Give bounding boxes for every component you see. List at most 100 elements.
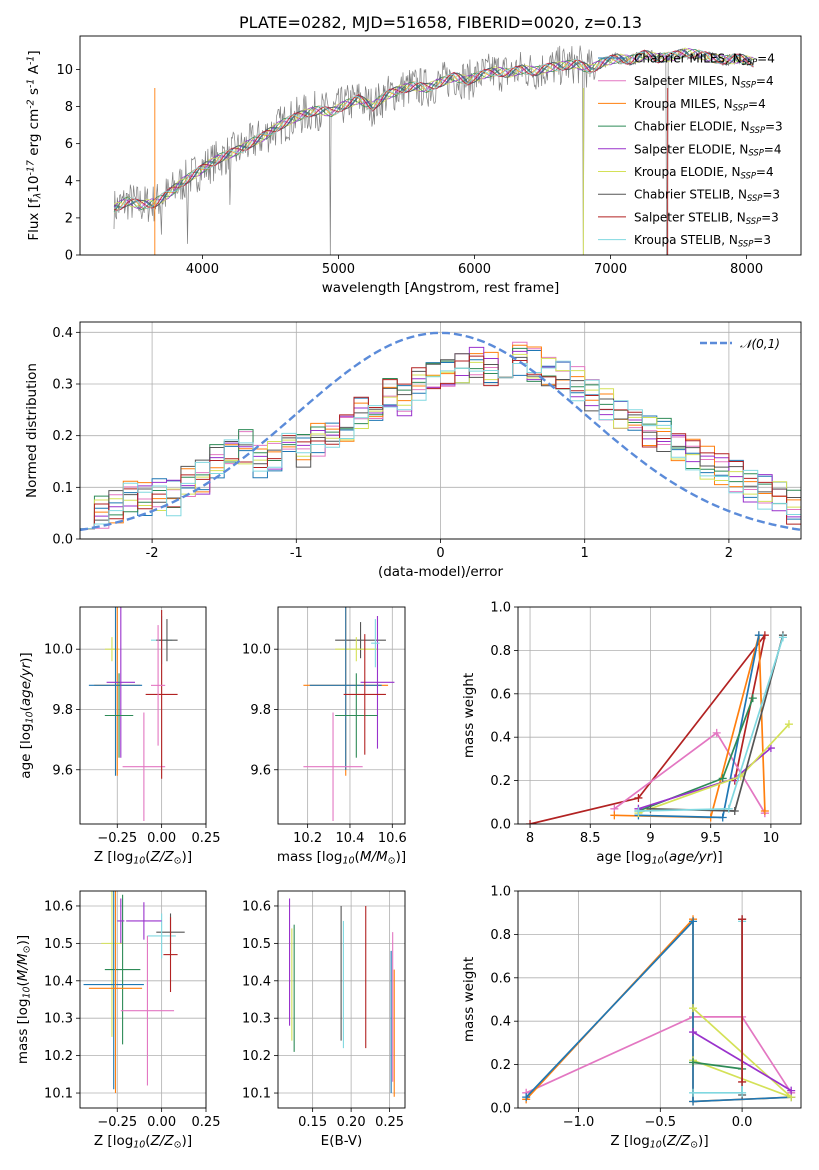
y-tick-label: 0.8 [490,928,511,943]
x-tick-label: 5000 [322,262,355,277]
label-part: Kroupa STELIB, N [634,233,738,247]
weight-marker [730,806,739,815]
weight-marker [754,631,763,640]
label-part: wavelength [Angstrom, rest frame] [322,280,560,296]
y-tick-label: 10.0 [44,643,73,658]
label-part: erg cm [26,109,42,160]
label-part: =3 [753,233,771,247]
x-tick-label: 8.5 [580,831,601,846]
label-part: SSP [741,170,757,180]
age-vs-Z-panel: −0.25 0.00 0.259.69.810.0Z [log10(Z/Z⊙)]ag… [18,606,221,867]
label-part: λ [33,193,44,200]
y-tick-label: 10.0 [242,643,271,658]
y-tick-label: 4 [65,174,73,189]
label-part: ( [18,706,34,711]
x-tick-label: 0.25 [375,1115,404,1130]
x-axis-label: wavelength [Angstrom, rest frame] [322,280,560,296]
plot-area [522,915,796,1106]
chart-title: PLATE=0282, MJD=51658, FIBERID=0020, z=0… [239,13,642,32]
weight-marker [689,1097,698,1106]
weight-marker [784,720,793,729]
weight-line [525,1016,792,1094]
x-tick-label: 1 [581,546,589,561]
weight-marker [610,811,619,820]
weight-marker [689,1088,698,1097]
label-part: Kroupa MILES, N [634,97,733,111]
x-axis-label: Z [log10(Z/Z⊙)] [610,1133,708,1151]
y-tick-label: 10 [56,63,73,78]
weight-vs-Z-panel: −1.0 −0.5 0.0 0.0 0.2 0.4 0.6 0.8 1.0 Z [log10(Z/… [461,885,802,1151]
label-part: A [26,64,42,78]
y-tick-label: 9.6 [52,763,73,778]
x-tick-label: 0.25 [192,831,221,846]
x-tick-label: 0.0 [732,1115,753,1130]
label-part: age [log [18,723,34,778]
legend-label: Salpeter STELIB, NSSP=3 [634,210,779,225]
label-part: 10 [25,711,36,723]
label-part: ( [664,849,669,865]
y-tick-label: 0.6 [490,687,511,702]
x-tick-label: 8000 [730,262,763,277]
label-part: =4 [748,97,766,111]
weight-marker [724,804,733,813]
label-part: Z [log [610,1133,649,1149]
plot-area [88,607,178,821]
weight-marker [760,806,769,815]
x-axis-label: mass [log10(M/M⊙)] [277,849,406,867]
label-part: age/yr [18,661,34,706]
x-tick-label: 0.15 [298,1115,327,1130]
x-axis-label: age [log10(age/yr)] [596,849,722,867]
label-part: 10 [22,986,33,998]
weight-marker [526,820,535,824]
weight-marker [778,633,787,642]
label-part: )] [698,1133,709,1149]
plot-area [80,331,801,532]
x-tick-label: 0.20 [337,1115,366,1130]
y-tick-label: 10.5 [242,937,271,952]
label-part: mass weight [461,673,477,758]
label-part: -1 [25,79,36,88]
label-part: )] [396,849,407,865]
axes-frame [277,606,406,825]
label-part: =4 [756,74,774,88]
axes-frame [277,890,406,1109]
x-tick-label: 6000 [458,262,491,277]
x-tick-label: 10.2 [293,831,322,846]
label-part: )] [15,935,31,946]
label-part: ( [145,849,150,865]
label-part: Salpeter STELIB, N [634,210,746,224]
y-tick-label: 0.3 [52,378,73,393]
model-spectrum-salpeter-stelib [113,49,754,211]
y-tick-label: 10.6 [44,899,73,914]
x-tick-label: 0.00 [147,1115,176,1130]
label-part: Z/Z [666,1133,691,1149]
axes-frame [517,606,802,825]
label-part: ( [355,849,360,865]
histogram-salpeter-stelib [80,355,801,530]
weight-marker [689,1028,698,1037]
x-tick-label: −0.25 [97,1115,137,1130]
histogram-chabrier-stelib [80,353,801,530]
y-tick-label: 0.1 [52,481,73,496]
weight-marker [787,1086,796,1095]
y-tick-label: 0.0 [490,818,511,833]
y-axis-label: age [log10(age/yr)] [18,652,36,778]
y-tick-label: 0.8 [490,644,511,659]
model-spectrum-kroupa-stelib [113,49,754,214]
x-axis-label: Z [log10(Z/Z⊙)] [94,1133,192,1151]
axes-frame [79,35,802,256]
y-tick-label: 10.4 [242,974,271,989]
legend-label: Kroupa MILES, NSSP=4 [634,97,766,112]
y-tick-label: 0.6 [490,971,511,986]
label-part: ( [145,1133,150,1149]
label-part: SSP [747,193,763,203]
mass-vs-EBV-panel: 0.15 0.20 0.25 10.1 10.2 10.3 10.4 10.5 10.6 E(B-… [242,890,406,1149]
y-tick-label: 10.3 [44,1012,73,1027]
label-part: age/yr [669,849,714,865]
weight-marker [689,1058,698,1067]
weight-line [638,747,772,810]
label-part: )] [182,1133,193,1149]
y-tick-label: 9.8 [250,703,271,718]
